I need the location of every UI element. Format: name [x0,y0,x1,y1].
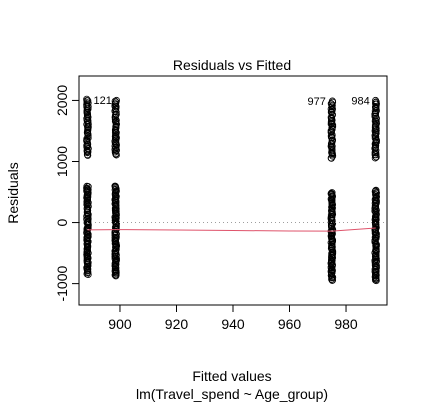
data-point-g1 [111,265,119,273]
model-formula-label: lm(Travel_spend ~ Age_group) [136,386,328,402]
data-point-g3 [372,127,380,135]
outlier-labels: 121 977 984 [93,95,369,108]
y-tick-label: 0 [54,218,70,226]
y-axis: -1000 0 1000 2000 [54,85,80,302]
x-tick-label: 940 [221,316,245,332]
data-point-g3 [372,247,380,255]
data-point-g1 [111,253,119,261]
x-axis: 900 920 940 960 980 [108,304,358,332]
data-point-g2 [327,154,335,162]
x-tick-label: 980 [334,316,358,332]
data-point-g2 [328,189,336,197]
data-point-g2 [327,132,335,140]
data-point-g3 [372,125,380,133]
smooth-line [87,227,376,232]
outlier-label: 121 [93,95,111,107]
y-tick-label: -1000 [54,266,70,302]
data-point-g0 [84,148,92,156]
data-point-g3 [372,98,380,106]
data-points [83,95,380,285]
y-axis-label: Residuals [5,162,21,223]
x-axis-label: Fitted values [192,368,271,384]
data-point-g0 [84,238,92,246]
data-point-g3 [371,187,379,195]
data-point-g1 [112,134,120,142]
data-point-g1 [111,115,119,123]
data-point-g3 [372,186,380,194]
y-tick-label: 1000 [54,146,70,177]
plot-frame [78,75,388,306]
data-point-g1 [112,208,120,216]
data-point-g3 [372,96,380,104]
data-point-g1 [111,97,119,105]
data-point-g2 [328,97,336,105]
data-point-g3 [371,121,379,129]
data-point-g1 [112,258,120,266]
outlier-label: 984 [351,95,369,107]
x-tick-label: 960 [278,316,302,332]
x-tick-label: 920 [165,316,189,332]
data-point-g1 [112,192,120,200]
data-point-g1 [113,96,121,104]
data-point-g2 [328,124,336,132]
data-point-g3 [371,154,379,162]
data-point-g1 [112,110,120,118]
outlier-label: 977 [308,96,326,108]
data-point-g0 [83,95,91,103]
chart-title: Residuals vs Fitted [173,57,291,73]
data-point-g0 [83,182,91,190]
data-point-g2 [327,189,335,197]
data-point-g2 [328,101,336,109]
data-point-g3 [371,103,379,111]
data-point-g1 [111,182,119,190]
x-tick-label: 900 [108,316,132,332]
y-tick-label: 2000 [54,85,70,116]
data-point-g1 [112,138,120,146]
